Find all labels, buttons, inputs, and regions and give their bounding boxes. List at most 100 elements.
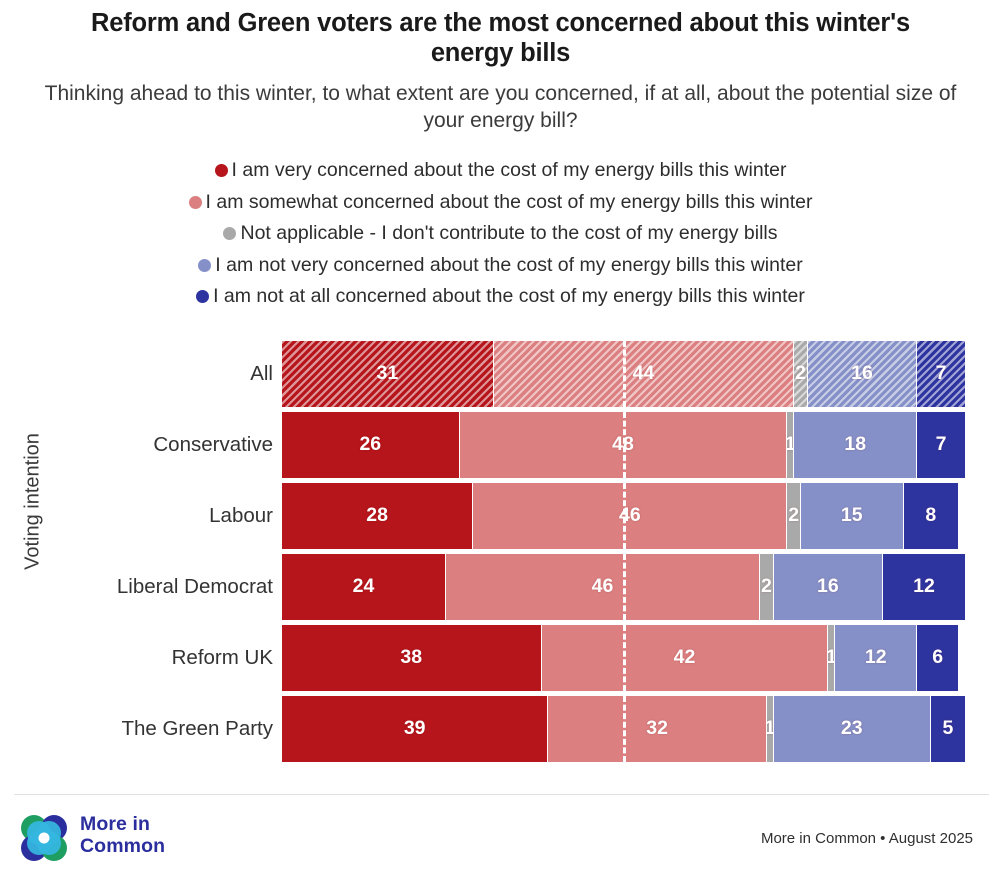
- chart-row: All 31 44 2 16 7: [0, 341, 1001, 407]
- bar-segment[interactable]: 16: [807, 341, 918, 407]
- legend-item[interactable]: Not applicable - I don't contribute to t…: [0, 218, 1001, 250]
- bar-segment[interactable]: 2: [787, 483, 802, 549]
- bar-segment[interactable]: 18: [794, 412, 918, 478]
- chart-row: Conservative 26 48 1 18 7: [0, 412, 1001, 478]
- legend-label: I am somewhat concerned about the cost o…: [205, 190, 813, 213]
- bar-value-label: 7: [935, 362, 947, 385]
- legend-item[interactable]: I am very concerned about the cost of my…: [0, 155, 1001, 187]
- bar-segment[interactable]: 32: [548, 696, 767, 762]
- bar-segment[interactable]: 28: [282, 483, 474, 549]
- bar-value-label: 6: [932, 646, 944, 669]
- stacked-bar: 28 46 2 15 8: [282, 483, 965, 549]
- bar-segment[interactable]: 7: [917, 412, 965, 478]
- bar-segment[interactable]: 39: [282, 696, 549, 762]
- bar-value-label: 31: [376, 362, 399, 385]
- bar-value-label: 2: [760, 575, 772, 598]
- bar-value-label: 46: [618, 504, 641, 527]
- chart-subtitle: Thinking ahead to this winter, to what e…: [44, 82, 957, 133]
- legend-item[interactable]: I am not very concerned about the cost o…: [0, 250, 1001, 282]
- bar-value-label: 44: [632, 362, 655, 385]
- bar-value-label: 2: [795, 362, 806, 385]
- bar-value-label: 1: [767, 719, 773, 739]
- bar-segment[interactable]: 26: [282, 412, 460, 478]
- legend-label: Not applicable - I don't contribute to t…: [240, 222, 778, 244]
- logo-wordmark: More in Common: [80, 813, 166, 858]
- legend-swatch-icon: [196, 290, 210, 304]
- bar-value-label: 12: [913, 575, 935, 598]
- bar-segment[interactable]: 31: [282, 341, 494, 407]
- bar-value-label: 26: [359, 433, 382, 456]
- bar-segment[interactable]: 2: [760, 554, 774, 620]
- bar-value-label: 5: [942, 717, 954, 740]
- footer: More in Common More in Common • August 2…: [0, 800, 1001, 886]
- bar-value-label: 32: [646, 717, 668, 740]
- chart-row: The Green Party 39 32 1 23 5: [0, 696, 1001, 762]
- bar-value-label: 16: [851, 362, 873, 385]
- chart-plot-area: Voting intention All 31 44 2 16 7 Conservative…: [0, 330, 1001, 775]
- bar-value-label: 2: [788, 504, 800, 527]
- bar-value-label: 39: [403, 717, 426, 740]
- bar-segment[interactable]: 6: [917, 625, 959, 691]
- bar-segment[interactable]: 44: [493, 341, 795, 407]
- bar-segment[interactable]: 1: [828, 625, 836, 691]
- bar-segment[interactable]: 2: [794, 341, 808, 407]
- page-title: Reform and Green voters are the most con…: [91, 9, 910, 68]
- stacked-bar: 38 42 1 12 6: [282, 625, 965, 691]
- bar-value-label: 42: [673, 646, 696, 669]
- bar-segment[interactable]: 46: [473, 483, 788, 549]
- legend-swatch-icon: [188, 195, 202, 209]
- category-label: All: [250, 362, 273, 385]
- legend-item[interactable]: I am not at all concerned about the cost…: [0, 281, 1001, 313]
- legend-swatch-icon: [198, 258, 212, 272]
- category-label: Conservative: [153, 433, 273, 456]
- bar-segment[interactable]: 24: [282, 554, 446, 620]
- bar-segment[interactable]: 8: [903, 483, 959, 549]
- bar-segment[interactable]: 38: [282, 625, 542, 691]
- stacked-bar: 31 44 2 16 7: [282, 341, 965, 407]
- bar-value-label: 28: [366, 504, 388, 527]
- logo-wordmark-line2: Common: [80, 834, 166, 857]
- bar-segment[interactable]: 16: [773, 554, 883, 620]
- bar-value-label: 12: [864, 646, 887, 669]
- stacked-bar: 39 32 1 23 5: [282, 696, 965, 762]
- legend-swatch-icon: [223, 227, 237, 241]
- chart-row: Liberal Democrat 24 46 2 16 12: [0, 554, 1001, 620]
- bar-segment[interactable]: 1: [787, 412, 795, 478]
- more-in-common-logo-icon: [21, 815, 67, 861]
- bar-value-label: 7: [935, 433, 947, 456]
- stacked-bar: 24 46 2 16 12: [282, 554, 965, 620]
- logo-wordmark-line1: More in: [80, 813, 151, 835]
- bar-value-label: 24: [352, 575, 375, 598]
- bar-segment[interactable]: 48: [459, 412, 788, 478]
- bar-value-label: 8: [925, 504, 937, 527]
- bar-segment[interactable]: 46: [445, 554, 761, 620]
- bar-segment[interactable]: 12: [883, 554, 965, 620]
- legend-label: I am not very concerned about the cost o…: [215, 253, 803, 276]
- bar-value-label: 1: [787, 435, 793, 455]
- bar-value-label: 23: [840, 717, 863, 740]
- category-label: The Green Party: [121, 717, 273, 740]
- bar-segment[interactable]: 15: [801, 483, 904, 549]
- bar-segment[interactable]: 12: [835, 625, 918, 691]
- legend-label: I am very concerned about the cost of my…: [231, 159, 787, 181]
- bar-value-label: 46: [591, 575, 614, 598]
- source-credit: More in Common • August 2025: [760, 830, 973, 847]
- chart-row: Reform UK 38 42 1 12 6: [0, 625, 1001, 691]
- bar-value-label: 15: [840, 504, 863, 527]
- bar-value-label: 38: [400, 646, 423, 669]
- bar-segment[interactable]: 5: [930, 696, 965, 762]
- legend-swatch-icon: [214, 164, 228, 178]
- bar-value-label: 18: [844, 433, 867, 456]
- category-label: Liberal Democrat: [116, 575, 273, 598]
- bar-value-label: 16: [817, 575, 839, 598]
- bar-segment[interactable]: 1: [766, 696, 774, 762]
- bar-segment[interactable]: 23: [773, 696, 931, 762]
- bar-segment[interactable]: 42: [541, 625, 829, 691]
- bar-value-label: 48: [612, 433, 634, 456]
- bar-segment[interactable]: 7: [917, 341, 965, 407]
- chart-row: Labour 28 46 2 15 8: [0, 483, 1001, 549]
- legend-item[interactable]: I am somewhat concerned about the cost o…: [0, 187, 1001, 219]
- bar-value-label: 1: [828, 648, 834, 668]
- footer-divider: [14, 794, 989, 795]
